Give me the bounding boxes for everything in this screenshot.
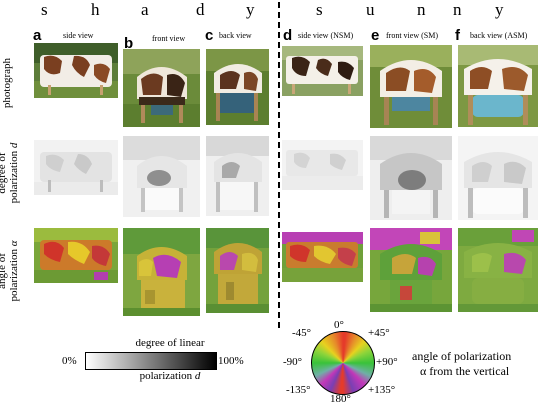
row-label-degree: degree of polarization d bbox=[0, 133, 22, 213]
colorbar-label-top: degree of linear bbox=[135, 337, 205, 349]
panel-letter-b: b bbox=[124, 35, 134, 52]
shady-sunny-divider bbox=[278, 2, 280, 328]
title-sunny-letter: y bbox=[495, 0, 504, 19]
dop-c-back-view bbox=[206, 136, 269, 216]
row-label-photograph: photograph bbox=[1, 48, 15, 118]
panel-letter-c: c bbox=[205, 27, 214, 44]
title-sunny-letter: s bbox=[316, 0, 323, 19]
colorbar-label-bottom-text: polarization bbox=[139, 370, 193, 382]
row-label-angle-line1: angle of bbox=[0, 253, 8, 289]
panel-letter-d: d bbox=[283, 27, 293, 44]
photo-f-back-view bbox=[458, 45, 538, 127]
colorbar-label-bottom: polarization d bbox=[115, 370, 225, 382]
title-sunny-letter: u bbox=[366, 0, 375, 19]
wheel-label-bottom: 180° bbox=[330, 393, 351, 405]
row-label-degree-symbol: d bbox=[8, 142, 20, 149]
row-label-photograph-text: photograph bbox=[1, 57, 13, 109]
aop-b-scene bbox=[123, 228, 200, 316]
photo-e-scene bbox=[370, 45, 452, 125]
dop-f-scene bbox=[464, 152, 532, 218]
panel-view-d: side view (NSM) bbox=[298, 31, 354, 40]
photo-c-scene bbox=[206, 49, 269, 121]
dop-d-scene bbox=[282, 150, 363, 190]
title-sunny-letter: n bbox=[417, 0, 426, 19]
title-shady-letter: s bbox=[41, 0, 48, 19]
wheel-label-top: 0° bbox=[334, 319, 344, 331]
row-label-angle-line2: polarization bbox=[8, 249, 20, 302]
angle-color-wheel bbox=[311, 331, 375, 395]
dop-f-back-view bbox=[458, 136, 538, 220]
wheel-caption-line2: α from the vertical bbox=[420, 364, 510, 378]
wheel-label-top-right: +45° bbox=[368, 327, 390, 339]
panel-letter-e: e bbox=[371, 27, 380, 44]
wheel-caption-line1: angle of polarization bbox=[412, 349, 512, 363]
panel-view-c: back view bbox=[219, 31, 252, 40]
dop-b-front-view bbox=[123, 136, 200, 217]
row-label-angle: angle of polarization α bbox=[0, 231, 22, 311]
dop-c-scene bbox=[206, 136, 269, 212]
wheel-label-bottom-left: -135° bbox=[286, 384, 311, 396]
aop-a-scene bbox=[34, 228, 118, 283]
wheel-label-bottom-right: +135° bbox=[368, 384, 396, 396]
dop-a-scene bbox=[34, 152, 118, 195]
panel-letter-f: f bbox=[455, 27, 460, 44]
aop-d-scene bbox=[282, 232, 363, 282]
photo-b-scene bbox=[123, 49, 200, 127]
panel-view-b: front view bbox=[152, 34, 186, 43]
aop-b-front-view bbox=[123, 228, 200, 316]
photo-b-front-view bbox=[123, 49, 200, 127]
photo-a-scene bbox=[34, 43, 118, 98]
dop-e-scene bbox=[370, 136, 452, 218]
panel-view-f: back view (ASM) bbox=[470, 31, 528, 40]
panel-view-a: side view bbox=[63, 31, 94, 40]
panel-view-e: front view (SM) bbox=[386, 31, 438, 40]
colorbar-max-label: 100% bbox=[218, 355, 244, 367]
title-shady-letter: a bbox=[141, 0, 149, 19]
colorbar-gradient bbox=[85, 352, 217, 370]
aop-a-side-view bbox=[34, 228, 118, 283]
aop-e-scene bbox=[370, 228, 452, 312]
colorbar-label-symbol: d bbox=[194, 370, 201, 382]
aop-d-side-view bbox=[282, 232, 363, 282]
row-label-degree-line1: degree of bbox=[0, 152, 8, 194]
photo-a-side-view bbox=[34, 43, 118, 98]
aop-e-front-view bbox=[370, 228, 452, 312]
colorbar-min-label: 0% bbox=[62, 355, 77, 367]
title-shady-letter: y bbox=[246, 0, 255, 19]
photo-e-front-view bbox=[370, 45, 452, 128]
wheel-label-right: +90° bbox=[376, 356, 398, 368]
photo-d-side-view bbox=[282, 46, 363, 96]
wheel-label-top-left: -45° bbox=[292, 327, 312, 339]
title-shady-letter: d bbox=[196, 0, 205, 19]
aop-f-scene bbox=[458, 228, 538, 312]
photo-c-back-view bbox=[206, 49, 269, 125]
dop-a-side-view bbox=[34, 140, 118, 195]
photo-f-scene bbox=[458, 45, 538, 125]
title-sunny-letter: n bbox=[453, 0, 462, 19]
aop-c-back-view bbox=[206, 228, 269, 313]
photo-d-scene bbox=[282, 46, 363, 94]
aop-f-back-view bbox=[458, 228, 538, 312]
dop-b-scene bbox=[123, 136, 200, 212]
title-shady-letter: h bbox=[91, 0, 100, 19]
wheel-label-left: -90° bbox=[283, 356, 303, 368]
row-label-degree-line2: polarization bbox=[8, 150, 20, 204]
dop-d-side-view bbox=[282, 140, 363, 190]
aop-c-scene bbox=[206, 228, 269, 313]
row-label-angle-symbol: α bbox=[8, 240, 20, 247]
dop-e-front-view bbox=[370, 136, 452, 220]
panel-letter-a: a bbox=[33, 27, 42, 44]
